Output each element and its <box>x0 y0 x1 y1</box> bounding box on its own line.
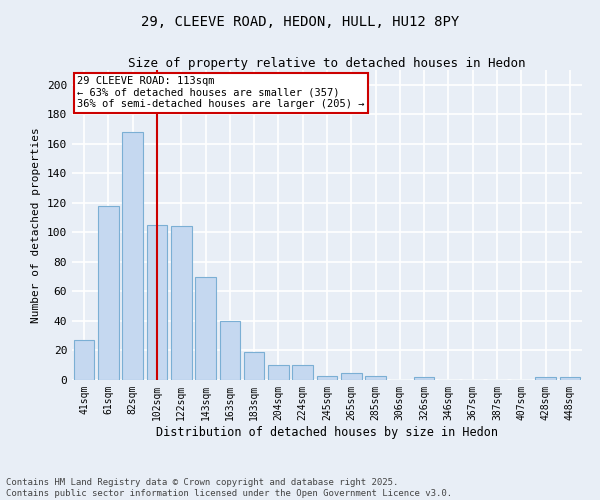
Text: Contains HM Land Registry data © Crown copyright and database right 2025.
Contai: Contains HM Land Registry data © Crown c… <box>6 478 452 498</box>
Bar <box>146 225 167 380</box>
Bar <box>220 321 240 380</box>
Bar <box>122 132 143 380</box>
Text: 29, CLEEVE ROAD, HEDON, HULL, HU12 8PY: 29, CLEEVE ROAD, HEDON, HULL, HU12 8PY <box>141 15 459 29</box>
Bar <box>560 377 580 380</box>
Bar <box>317 376 337 380</box>
Bar <box>195 276 216 380</box>
Bar <box>98 206 119 380</box>
Bar <box>414 377 434 380</box>
Bar <box>365 376 386 380</box>
Bar <box>244 352 265 380</box>
Title: Size of property relative to detached houses in Hedon: Size of property relative to detached ho… <box>128 57 526 70</box>
Bar <box>74 340 94 380</box>
Text: 29 CLEEVE ROAD: 113sqm
← 63% of detached houses are smaller (357)
36% of semi-de: 29 CLEEVE ROAD: 113sqm ← 63% of detached… <box>77 76 365 110</box>
Y-axis label: Number of detached properties: Number of detached properties <box>31 127 41 323</box>
X-axis label: Distribution of detached houses by size in Hedon: Distribution of detached houses by size … <box>156 426 498 438</box>
Bar <box>268 365 289 380</box>
Bar <box>341 372 362 380</box>
Bar <box>171 226 191 380</box>
Bar <box>535 377 556 380</box>
Bar <box>292 365 313 380</box>
